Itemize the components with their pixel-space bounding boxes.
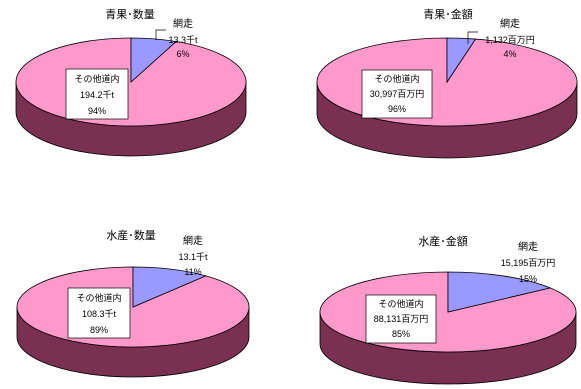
chart-suisan-quantity: 水産･数量 網走 13.1千t 11% その他道内 108.3千t 89% (16, 229, 250, 378)
slice-label-abashiri-name: 網走 (518, 240, 538, 253)
pie-slice-abashiri (130, 37, 177, 83)
slice-label-other-percent: 85% (392, 329, 410, 339)
slice-label-abashiri-name: 網走 (173, 17, 193, 30)
chart-title: 青果･数量 (105, 8, 155, 21)
slice-label-other-value: 108.3千t (82, 309, 117, 319)
pie-slice-abashiri (132, 266, 207, 308)
pie-slice-abashiri (446, 37, 477, 84)
chart-title: 青果･金額 (423, 7, 473, 21)
slice-label-box (365, 294, 437, 344)
slice-label-box (361, 69, 433, 119)
slice-label-other-name: その他道内 (374, 73, 419, 84)
slice-label-other-name: その他道内 (74, 73, 119, 84)
slice-label-other-value: 30,997百万円 (370, 89, 425, 99)
chart-seika-amount: 青果･金額 網走 1,132百万円 4% その他道内 30,997百万円 96% (316, 7, 578, 159)
slice-label-other-percent: 94% (88, 106, 106, 116)
slice-label-other-name: その他道内 (378, 298, 423, 309)
slice-label-abashiri-value: 13.1千t (178, 252, 208, 262)
slice-label-abashiri-percent: 4% (503, 49, 516, 59)
slice-label-box (65, 68, 129, 120)
slice-label-other-percent: 96% (388, 104, 406, 114)
slice-label-abashiri-percent: 11% (184, 267, 201, 277)
slice-label-abashiri-percent: 6% (176, 49, 189, 59)
chart-title: 水産･金額 (418, 234, 468, 248)
chart-title: 水産･数量 (106, 229, 156, 242)
slice-label-abashiri-value: 1,132百万円 (485, 35, 535, 45)
chart-suisan-amount: 水産･金額 網走 15,195百万円 15% その他道内 88,131百万円 8… (319, 234, 577, 385)
leader-line (467, 31, 478, 44)
slice-label-other-value: 194.2千t (80, 90, 115, 100)
slice-label-abashiri-value: 15,195百万円 (501, 258, 556, 268)
slice-label-abashiri-percent: 15% (519, 274, 537, 284)
chart-seika-quantity: 青果･数量 網走 13.3千t 6% その他道内 194.2千t 94% (15, 8, 247, 157)
slice-label-abashiri-value: 13.3千t (168, 35, 198, 45)
slice-label-box (67, 287, 131, 339)
slice-label-abashiri-name: 網走 (183, 234, 203, 247)
slice-label-other-percent: 89% (90, 325, 108, 335)
slice-label-abashiri-name: 網走 (500, 17, 520, 30)
leader-line (155, 29, 166, 40)
slice-label-other-value: 88,131百万円 (374, 314, 429, 324)
pie-slice-abashiri (447, 271, 552, 313)
slice-label-other-name: その他道内 (76, 292, 121, 303)
